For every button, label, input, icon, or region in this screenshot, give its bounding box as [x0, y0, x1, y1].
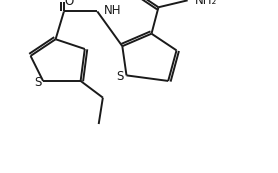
Text: S: S [117, 70, 124, 83]
Text: S: S [34, 76, 41, 89]
Text: O: O [64, 0, 73, 8]
Text: O: O [134, 0, 144, 1]
Text: NH₂: NH₂ [195, 0, 217, 7]
Text: NH: NH [103, 4, 121, 17]
